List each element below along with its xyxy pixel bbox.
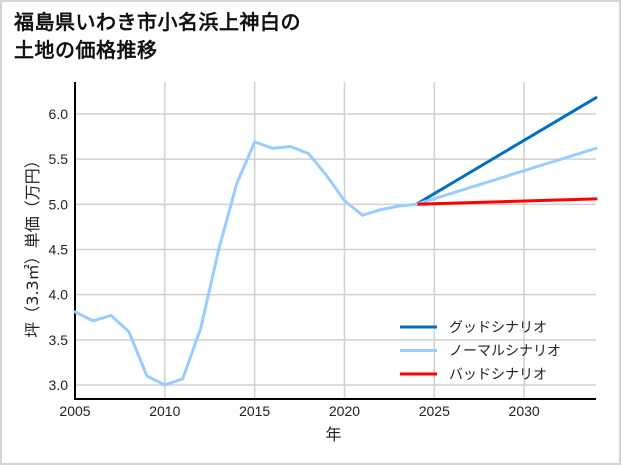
series-line [414,96,598,206]
legend-label: バッドシナリオ [449,367,547,383]
series-line [73,140,418,387]
y-tick-label: 5.5 [49,151,69,167]
x-axis-label: 年 [325,425,341,444]
y-tick-label: 6.0 [49,106,69,122]
y-tick-label: 3.5 [49,332,69,348]
x-tick-label: 2030 [509,403,540,419]
x-tick-label: 2005 [59,403,90,419]
series-line [414,146,598,206]
series-line [414,197,598,206]
x-tick-label: 2015 [239,403,270,419]
y-tick-label: 3.0 [49,377,69,393]
y-tick-label: 4.5 [49,242,69,258]
y-tick-label: 4.0 [49,287,69,303]
x-tick-label: 2010 [149,403,180,419]
legend-label: グッドシナリオ [449,320,547,336]
chart-title: 福島県いわき市小名浜上神白の 土地の価格推移 [14,10,301,62]
y-tick-label: 5.0 [49,196,69,212]
legend-label: ノーマルシナリオ [449,344,561,360]
y-axis-label: 坪（3.3㎡）単価（万円） [23,152,42,337]
x-tick-label: 2020 [329,403,360,419]
x-tick-label: 2025 [419,403,450,419]
